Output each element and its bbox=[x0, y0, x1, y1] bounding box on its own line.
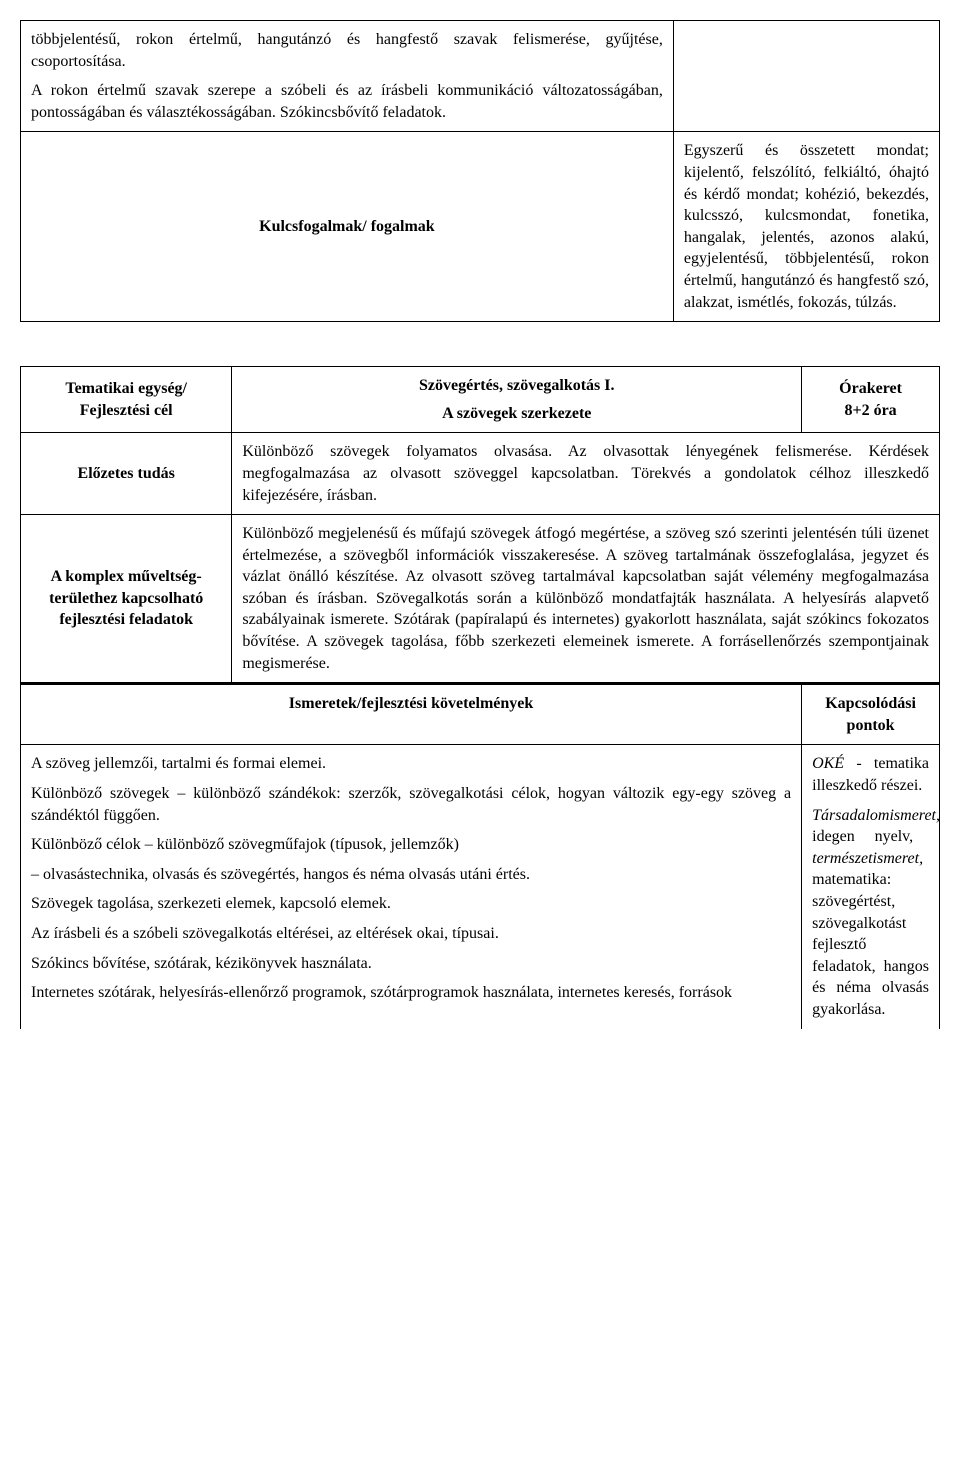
para: Különböző szövegek – különböző szándékok… bbox=[31, 783, 791, 826]
para: Társadalomismeret, idegen nyelv, termész… bbox=[812, 805, 929, 1021]
spacer bbox=[20, 322, 940, 366]
para: Internetes szótárak, helyesírás-ellenőrz… bbox=[31, 982, 791, 1004]
text: matematika bbox=[812, 871, 887, 888]
cell-label-elozetes: Előzetes tudás bbox=[21, 433, 232, 515]
para: Különböző célok – különböző szövegműfajo… bbox=[31, 834, 791, 856]
table-row: Kulcsfogalmak/ fogalmak Egyszerű és össz… bbox=[21, 132, 940, 322]
table-row: A szöveg jellemzői, tartalmi és formai e… bbox=[21, 745, 940, 1029]
cell-title: Szövegértés, szövegalkotás I. A szövegek… bbox=[232, 367, 802, 433]
text-italic: természetismeret, bbox=[812, 850, 923, 867]
cell-content: Különböző megjelenésű és műfajú szövegek… bbox=[232, 515, 940, 684]
cell-subheader-right: Kapcsolódási pontok bbox=[802, 684, 940, 745]
title-top: Szövegértés, szövegalkotás I. bbox=[242, 375, 791, 397]
para: többjelentésű, rokon értelmű, hangutánzó… bbox=[31, 29, 663, 72]
table-row: többjelentésű, rokon értelmű, hangutánzó… bbox=[21, 21, 940, 132]
para: Szókincs bővítése, szótárak, kézikönyvek… bbox=[31, 953, 791, 975]
text: : szövegértést, szövegalkotást fejlesztő… bbox=[812, 871, 929, 1018]
para: Az írásbeli és a szóbeli szövegalkotás e… bbox=[31, 923, 791, 945]
para: Szövegek tagolása, szerkezeti elemek, ka… bbox=[31, 893, 791, 915]
text-italic: Társadalomismeret, bbox=[812, 807, 940, 824]
text-italic: OKÉ bbox=[812, 755, 844, 772]
cell-body-left: A szöveg jellemzői, tartalmi és formai e… bbox=[21, 745, 802, 1029]
table-row: Előzetes tudás Különböző szövegek folyam… bbox=[21, 433, 940, 515]
para: OKÉ - tematika illeszkedő részei. bbox=[812, 753, 929, 796]
cell-subheader-left: Ismeretek/fejlesztési követelmények bbox=[21, 684, 802, 745]
cell-empty bbox=[673, 21, 939, 132]
cell-body-right: OKÉ - tematika illeszkedő részei. Társad… bbox=[802, 745, 940, 1029]
cell-label-tematikai: Tematikai egység/ Fejlesztési cél bbox=[21, 367, 232, 433]
cell-label-kulcsfogalmak: Kulcsfogalmak/ fogalmak bbox=[21, 132, 674, 322]
cell-content: többjelentésű, rokon értelmű, hangutánzó… bbox=[21, 21, 674, 132]
label-bottom: Fejlesztési cél bbox=[31, 400, 221, 422]
table-topic-b: Tematikai egység/ Fejlesztési cél Szöveg… bbox=[20, 366, 940, 1028]
table-topic-a: többjelentésű, rokon értelmű, hangutánzó… bbox=[20, 20, 940, 322]
cell-content: Egyszerű és összetett mondat; kijelentő,… bbox=[673, 132, 939, 322]
table-row: A komplex műveltség- területhez kapcsolh… bbox=[21, 515, 940, 684]
label-top: Tematikai egység/ bbox=[31, 378, 221, 400]
hours-top: Órakeret bbox=[812, 378, 929, 400]
hours-bottom: 8+2 óra bbox=[812, 400, 929, 422]
text: idegen nyelv, bbox=[812, 828, 913, 845]
para: A rokon értelmű szavak szerepe a szóbeli… bbox=[31, 80, 663, 123]
para: – olvasástechnika, olvasás és szövegérté… bbox=[31, 864, 791, 886]
para: A szöveg jellemzői, tartalmi és formai e… bbox=[31, 753, 791, 775]
cell-content: Különböző szövegek folyamatos olvasása. … bbox=[232, 433, 940, 515]
title-bottom: A szövegek szerkezete bbox=[242, 403, 791, 425]
cell-label-komplex: A komplex műveltség- területhez kapcsolh… bbox=[21, 515, 232, 684]
table-row: Tematikai egység/ Fejlesztési cél Szöveg… bbox=[21, 367, 940, 433]
cell-hours: Órakeret 8+2 óra bbox=[802, 367, 940, 433]
table-row-subheader: Ismeretek/fejlesztési követelmények Kapc… bbox=[21, 684, 940, 745]
